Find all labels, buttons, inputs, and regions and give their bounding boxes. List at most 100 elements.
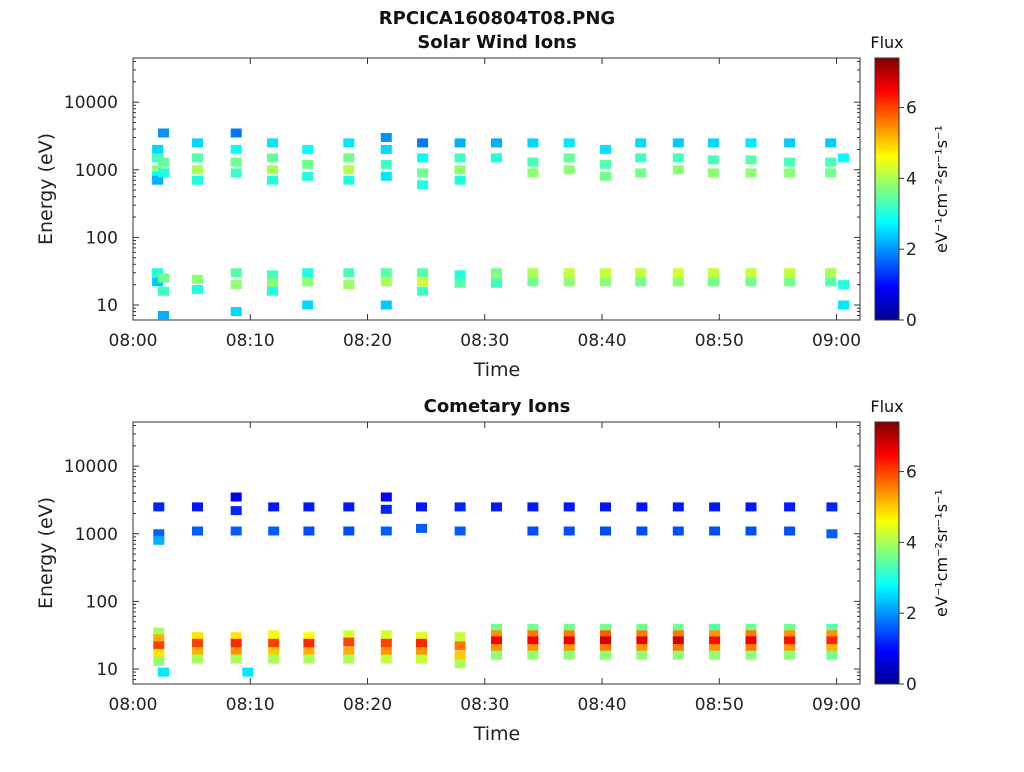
heatmap-cell (672, 623, 684, 633)
heatmap-cell (491, 650, 502, 660)
heatmap-cell (380, 630, 392, 640)
heatmap-cell (343, 165, 355, 175)
heatmap-cell (454, 175, 466, 185)
heatmap-cell (303, 654, 315, 664)
heatmap-cell (152, 165, 164, 175)
heatmap-cell (343, 647, 355, 657)
heatmap-cell (417, 268, 429, 278)
heatmap-cell (636, 623, 648, 633)
heatmap-cell (600, 171, 611, 181)
x-tick-label: 08:30 (460, 695, 509, 715)
heatmap-cell (153, 502, 165, 512)
heatmap-cell (380, 492, 392, 502)
heatmap-cell (672, 636, 684, 646)
heatmap-cell (417, 153, 429, 163)
heatmap-cell (784, 277, 796, 287)
heatmap-cell (600, 502, 611, 512)
heatmap-cell (707, 268, 719, 278)
heatmap-cell (527, 268, 539, 278)
heatmap-cell (192, 274, 203, 284)
heatmap-cell (268, 647, 280, 657)
heatmap-cell (230, 280, 242, 290)
heatmap-cell (826, 502, 838, 512)
heatmap-cell (267, 175, 278, 185)
heatmap-cell (491, 278, 502, 288)
heatmap-cell (153, 656, 165, 666)
heatmap-cell (600, 630, 611, 640)
plot-frame (132, 57, 861, 321)
heatmap-cell (784, 644, 796, 654)
heatmap-cell (343, 654, 355, 664)
x-tick-label: 08:20 (343, 331, 392, 351)
heatmap-cell (672, 526, 684, 536)
heatmap-cell (563, 644, 575, 654)
heatmap-cell (267, 165, 278, 175)
heatmap-cell (635, 138, 647, 148)
colorbar-title: Flux (870, 397, 903, 416)
heatmap-cell (267, 278, 278, 288)
heatmap-cell (636, 526, 648, 536)
panel-title: Solar Wind Ions (417, 32, 576, 53)
heatmap-cell (527, 636, 539, 646)
heatmap-cell (563, 636, 575, 646)
y-ticks: 10 100 1000 10000 (64, 60, 860, 321)
heatmap-cell (454, 138, 466, 148)
heatmap-cell (600, 159, 611, 169)
colorbar-unit: eV⁻¹cm⁻²sr⁻¹s⁻¹ (932, 125, 951, 253)
y-tick-label: 100 (86, 228, 118, 248)
heatmap-cell (268, 526, 280, 536)
heatmap-cell (491, 623, 502, 633)
heatmap-cell (230, 632, 242, 642)
heatmap-cell (563, 650, 575, 660)
heatmap-cell (709, 502, 721, 512)
heatmap-cell (380, 504, 392, 514)
panel-solar-wind: Solar Wind Ions 08:00 08:10 08:20 08:30 08:4… (35, 32, 951, 381)
heatmap-cell (826, 623, 838, 633)
heatmap-cell (230, 157, 242, 167)
heatmap-cell (709, 526, 721, 536)
heatmap-cell (784, 630, 796, 640)
x-axis-label: Time (473, 359, 521, 381)
heatmap-cell (303, 502, 315, 512)
heatmap-cell (152, 268, 164, 278)
heatmap-cell (454, 270, 466, 280)
heatmap-cell (709, 644, 721, 654)
heatmap-cell (745, 630, 757, 640)
heatmap-cell (672, 650, 684, 660)
plot-frame (132, 421, 861, 685)
heatmap-cell (192, 502, 203, 512)
heatmap-cell (454, 153, 466, 163)
heatmap-cell (527, 644, 539, 654)
heatmap-cell (303, 632, 315, 642)
y-tick-label: 10 (96, 660, 118, 680)
x-axis-label: Time (473, 723, 521, 745)
heatmap-cell (527, 650, 539, 660)
heatmap-cell (380, 654, 392, 664)
heatmap-cell (563, 165, 575, 175)
heatmap-cell (192, 654, 203, 664)
heatmap-cell (192, 138, 203, 148)
heatmap-cell (838, 153, 850, 163)
heatmap-cell (230, 654, 242, 664)
heatmap-cell (302, 300, 314, 310)
heatmap-cell (343, 268, 355, 278)
heatmap-cell (192, 632, 203, 642)
panel-title: Cometary Ions (424, 396, 571, 417)
heatmap-cell (672, 630, 684, 640)
heatmap-cell (416, 638, 427, 648)
heatmap-cell (636, 502, 648, 512)
heatmap-cell (380, 277, 392, 287)
heatmap-cell (152, 277, 164, 287)
heatmap-cell (527, 630, 539, 640)
colorbar-tick-label: 4 (906, 169, 917, 189)
heatmap-cell (563, 526, 575, 536)
heatmap-cell (192, 647, 203, 657)
heatmap-cell (600, 526, 611, 536)
heatmap-cell (636, 644, 648, 654)
heatmap-cell (709, 623, 721, 633)
heatmap-cell (454, 526, 466, 536)
x-ticks: 08:00 08:10 08:20 08:30 08:40 08:50 09:00 (109, 422, 861, 715)
heatmap-cell (826, 644, 838, 654)
